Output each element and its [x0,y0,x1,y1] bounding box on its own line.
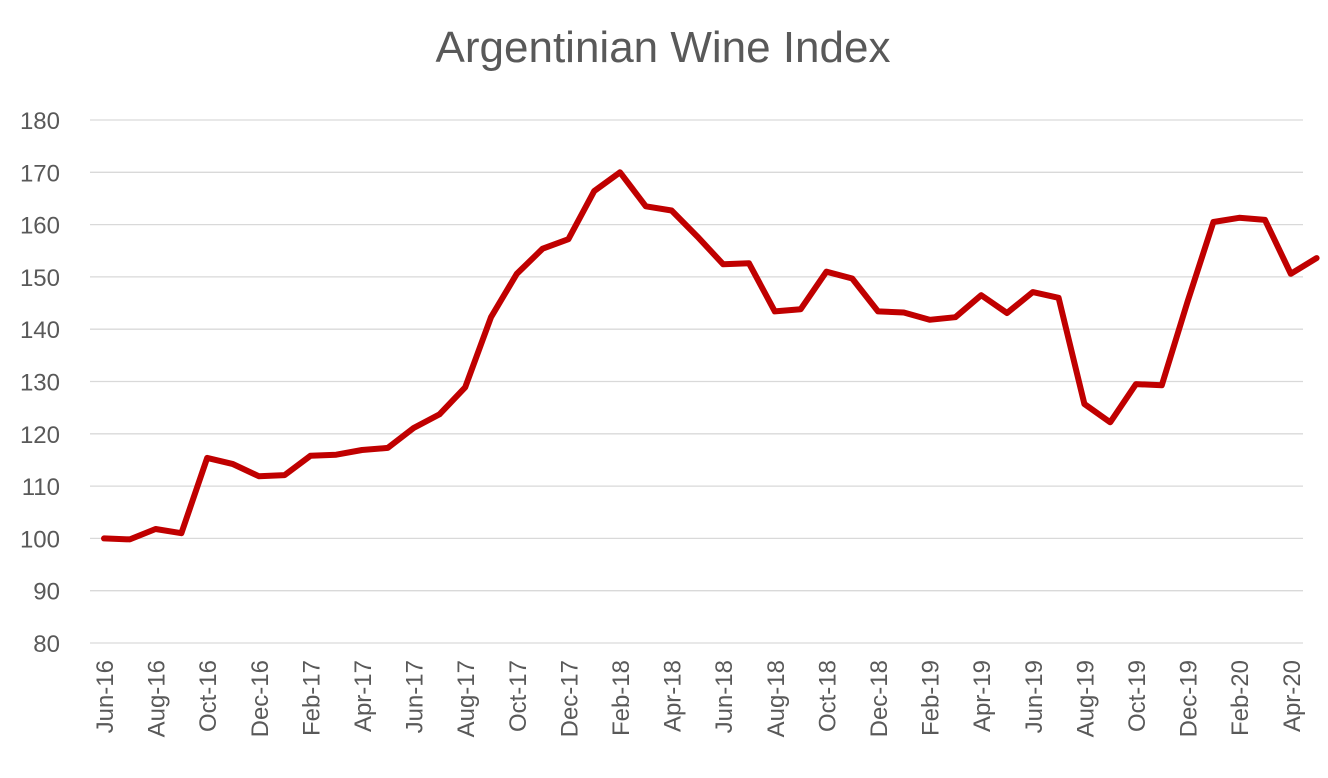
data-point [567,238,569,240]
data-point [155,528,157,530]
y-tick-label: 100 [20,526,60,553]
x-tick-label: Feb-20 [1227,660,1254,736]
data-point [309,455,311,457]
data-point [1264,219,1266,221]
chart-title: Argentinian Wine Index [436,23,891,72]
data-point [774,310,776,312]
series-line [101,169,1320,543]
data-point [180,532,182,534]
data-point [103,537,105,539]
x-tick-label: Dec-17 [556,660,583,737]
data-point [1083,403,1085,405]
data-point [696,236,698,238]
y-tick-label: 160 [20,213,60,240]
data-point [542,248,544,250]
x-tick-label: Aug-19 [1072,660,1099,737]
x-tick-label: Jun-19 [1021,660,1048,733]
data-point [1006,312,1008,314]
x-tick-label: Feb-19 [918,660,945,736]
x-tick-label: Oct-17 [505,660,532,732]
data-point [438,413,440,415]
data-point [619,171,621,173]
x-tick-label: Apr-17 [350,660,377,732]
data-point [1161,384,1163,386]
x-tick-label: Jun-17 [402,660,429,733]
y-tick-label: 180 [20,108,60,135]
data-point [1032,291,1034,293]
data-point [206,457,208,459]
data-point [1109,421,1111,423]
x-tick-label: Oct-19 [1124,660,1151,732]
data-point [1058,297,1060,299]
data-point [1238,217,1240,219]
data-point [671,209,673,211]
gridlines [90,119,1303,644]
data-point [335,454,337,456]
data-point [232,463,234,465]
x-tick-label: Aug-18 [763,660,790,737]
data-point [748,262,750,264]
y-tick-label: 140 [20,317,60,344]
data-point [929,319,931,321]
x-tick-label: Dec-19 [1176,660,1203,737]
data-point [1316,257,1318,259]
x-tick-label: Apr-18 [660,660,687,732]
data-point [593,190,595,192]
x-axis-tick-labels: Jun-16 Aug-16 Oct-16 Dec-16 Feb-17 Apr-17 Jun-… [92,660,1306,737]
data-point [722,263,724,265]
data-point [490,316,492,318]
data-point [516,273,518,275]
data-point [284,474,286,476]
x-tick-label: Dec-18 [866,660,893,737]
data-point [464,386,466,388]
y-tick-label: 90 [33,579,60,606]
x-tick-label: Feb-17 [298,660,325,736]
data-point [1135,383,1137,385]
data-point [413,427,415,429]
data-point [361,449,363,451]
data-point [877,310,879,312]
x-tick-label: Jun-16 [92,660,119,733]
data-point [851,277,853,279]
data-point [387,447,389,449]
y-tick-label: 130 [20,370,60,397]
data-point [954,316,956,318]
x-tick-label: Apr-19 [969,660,996,732]
data-point [258,475,260,477]
x-tick-label: Dec-16 [247,660,274,737]
y-tick-label: 170 [20,160,60,187]
x-tick-label: Aug-16 [144,660,171,737]
data-point [800,308,802,310]
series-layer [101,169,1320,543]
x-tick-label: Oct-16 [195,660,222,732]
y-tick-label: 80 [33,631,60,658]
data-point [1290,273,1292,275]
x-tick-label: Feb-18 [608,660,635,736]
x-tick-label: Oct-18 [814,660,841,732]
y-tick-label: 110 [22,474,60,501]
data-point [1187,300,1189,302]
data-point [645,205,647,207]
y-axis-tick-labels: 80 90 100 110 120 130 140 150 160 170 180 [20,108,60,658]
data-point [1212,221,1214,223]
x-tick-label: Aug-17 [453,660,480,737]
x-tick-label: Jun-18 [711,660,738,733]
y-tick-label: 150 [20,265,60,292]
data-point [980,294,982,296]
data-point [903,311,905,313]
data-point [825,271,827,273]
x-tick-label: Apr-20 [1279,660,1306,732]
y-tick-label: 120 [20,422,60,449]
data-point [129,538,131,540]
